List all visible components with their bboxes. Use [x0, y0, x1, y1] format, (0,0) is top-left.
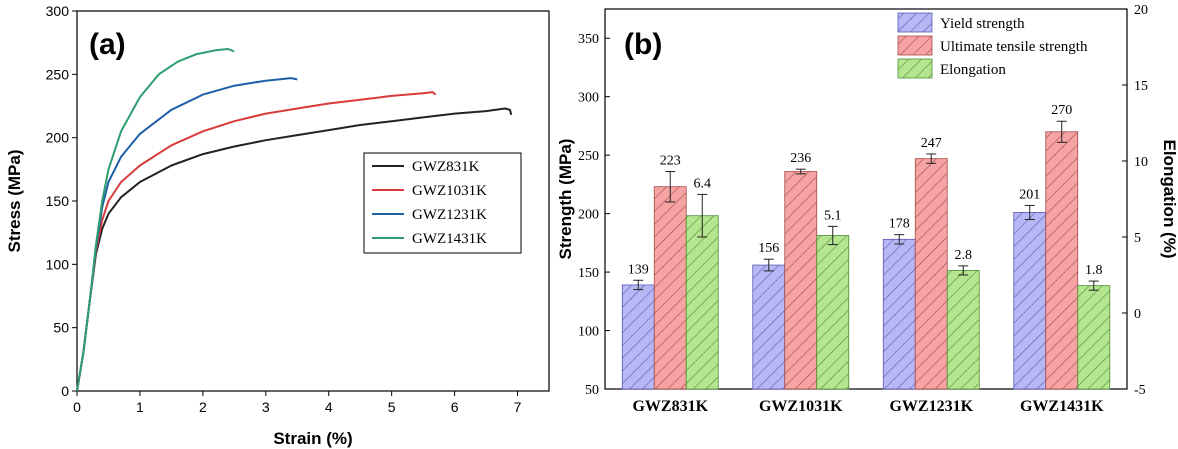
data-label: 270 — [1051, 103, 1072, 118]
bar-elongation — [946, 270, 980, 390]
panel-b-frame — [604, 8, 1128, 390]
data-label: 247 — [921, 136, 942, 151]
left-y-tick-label: 50 — [585, 383, 599, 398]
x-tick-label: 1 — [136, 399, 144, 415]
legend-label-gwz1431k: GWZ1431K — [412, 231, 487, 247]
panel-b-left-y-axis-label: Strength (MPa) — [556, 139, 575, 260]
left-y-tick-label: 150 — [578, 266, 599, 281]
legend-label-ultimate-tensile-strength: Ultimate tensile strength — [940, 39, 1088, 55]
right-y-tick-label: 0 — [1134, 307, 1141, 322]
series-line-gwz831k — [76, 107, 513, 392]
right-y-tick-label: 20 — [1134, 3, 1148, 18]
data-label: 223 — [660, 154, 681, 169]
bar-elongation — [816, 235, 850, 390]
panel-a-y-axis-label: Stress (MPa) — [5, 150, 24, 253]
y-tick-label: 200 — [46, 130, 70, 146]
x-tick-label: 4 — [325, 399, 333, 415]
data-label: 2.8 — [955, 248, 973, 263]
right-y-tick-label: 15 — [1134, 79, 1148, 94]
legend-swatch-yield-strength — [897, 12, 933, 33]
series-line-gwz1431k — [76, 48, 235, 392]
right-y-tick-label: -5 — [1134, 383, 1146, 398]
left-y-tick-label: 200 — [578, 208, 599, 223]
panel-a-x-ticks: 0 1 2 3 4 5 6 7 — [73, 391, 522, 415]
right-y-tick-label: 10 — [1134, 155, 1148, 170]
data-label: 139 — [628, 262, 649, 277]
category-label: GWZ1431K — [1020, 398, 1104, 415]
y-tick-label: 150 — [46, 193, 70, 209]
series-line-gwz1231k — [76, 77, 298, 392]
y-tick-label: 0 — [61, 383, 69, 399]
panel-b-label: (b) — [624, 28, 662, 61]
right-y-tick-label: 5 — [1134, 231, 1141, 246]
y-tick-label: 300 — [46, 3, 70, 19]
legend-label-yield-strength: Yield strength — [940, 16, 1025, 32]
bar-yield-strength — [752, 264, 786, 390]
category-label: GWZ1231K — [889, 398, 973, 415]
category-label: GWZ1031K — [759, 398, 843, 415]
left-y-tick-label: 100 — [578, 325, 599, 340]
bar-ultimate-tensile-strength — [784, 171, 818, 390]
bar-ultimate-tensile-strength — [1045, 131, 1079, 390]
left-y-tick-label: 250 — [578, 149, 599, 164]
x-tick-label: 2 — [199, 399, 207, 415]
panel-b-left-y-ticks: 50 100 150 200 250 300 350 — [578, 32, 610, 398]
bar-elongation — [1077, 285, 1111, 390]
y-tick-label: 50 — [53, 320, 69, 336]
panel-b-category-labels: GWZ831K GWZ1031K GWZ1231K GWZ1431K — [632, 398, 1104, 415]
panel-a-legend-box — [363, 152, 522, 254]
y-tick-label: 100 — [46, 256, 70, 272]
bar-yield-strength — [1013, 212, 1047, 390]
data-label: 201 — [1019, 187, 1040, 202]
legend-label-gwz1031k: GWZ1031K — [412, 183, 487, 199]
x-tick-label: 3 — [262, 399, 270, 415]
bar-yield-strength — [621, 284, 655, 390]
y-tick-label: 250 — [46, 66, 70, 82]
data-label: 156 — [758, 241, 779, 256]
legend-swatch-ultimate-tensile-strength — [897, 35, 933, 56]
panel-b-right-y-ticks: -5 0 5 10 15 20 — [1122, 3, 1148, 398]
data-label: 236 — [790, 151, 811, 166]
left-y-tick-label: 300 — [578, 91, 599, 106]
panel-a-stress-strain: (a) 0 50 100 150 200 250 300 0 1 2 3 4 5 6 7 Strain (… — [5, 3, 550, 448]
panel-b-legend: Yield strength Ultimate tensile strength E… — [897, 12, 1088, 79]
x-tick-label: 7 — [514, 399, 522, 415]
legend-label-elongation: Elongation — [940, 62, 1006, 78]
legend-label-gwz1231k: GWZ1231K — [412, 207, 487, 223]
category-label: GWZ831K — [632, 398, 708, 415]
legend-label-gwz831k: GWZ831K — [412, 159, 480, 175]
legend-swatch-elongation — [897, 58, 933, 79]
panel-a-legend: GWZ831K GWZ1031K GWZ1231K GWZ1431K — [363, 152, 522, 254]
panel-b-strength-bars: (b) 50 100 150 200 250 300 350 -5 0 5 10 15 20 139 2… — [556, 3, 1178, 415]
x-tick-label: 6 — [451, 399, 459, 415]
data-label: 178 — [889, 217, 910, 232]
panel-b-bars: 139 223 6.4 156 236 5.1 178 247 2.8 201 270 1.8 — [621, 103, 1111, 390]
data-label: 5.1 — [824, 208, 842, 223]
panel-a-x-axis-label: Strain (%) — [273, 429, 352, 448]
data-label: 1.8 — [1085, 263, 1103, 278]
data-label: 6.4 — [694, 176, 712, 191]
x-tick-label: 5 — [388, 399, 396, 415]
bar-yield-strength — [882, 238, 916, 390]
panel-a-label: (a) — [89, 28, 126, 61]
panel-a-y-ticks: 0 50 100 150 200 250 300 — [46, 3, 77, 399]
panel-b-right-y-axis-label: Elongation (%) — [1160, 140, 1178, 259]
left-y-tick-label: 350 — [578, 32, 599, 47]
bar-ultimate-tensile-strength — [914, 158, 948, 390]
x-tick-label: 0 — [73, 399, 81, 415]
bar-elongation — [685, 215, 719, 390]
bar-ultimate-tensile-strength — [653, 186, 687, 390]
panel-a-series-lines — [76, 48, 513, 392]
